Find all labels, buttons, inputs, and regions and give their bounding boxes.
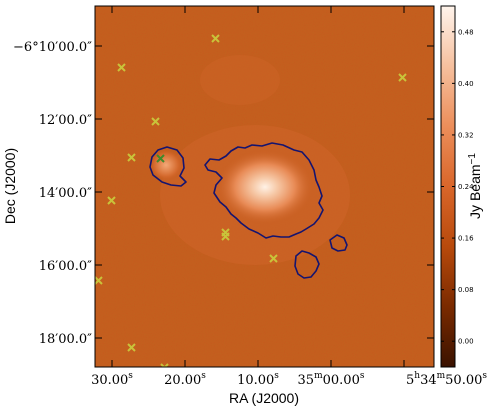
colorbar-tick-label: 0.08	[458, 286, 474, 294]
y-axis-title: Dec (J2000)	[2, 148, 18, 224]
marker-5	[127, 153, 136, 162]
y-tick-label-2: 12′00.0″	[39, 113, 92, 128]
x-ticks	[111, 6, 405, 367]
plot-frame	[94, 5, 435, 368]
marker-7	[107, 196, 116, 205]
y-tick-label-4: 16′00.0″	[39, 259, 92, 274]
colorbar-tick-label: 0.24	[458, 183, 474, 191]
colorbar-tick-label: 0.48	[458, 28, 474, 36]
x-tick-label-2: 20.00s	[164, 371, 206, 388]
colorbar-tick-label: 0.00	[458, 338, 474, 346]
marker-6	[156, 154, 165, 163]
colorbar-tick-label: 0.16	[458, 235, 474, 243]
diffuse-emission-2	[200, 55, 280, 105]
x-tick-label-4: 35m00.00s	[298, 371, 365, 388]
colorbar-title: Jy Beam−1	[467, 153, 483, 219]
colorbar-tick-label: 0.32	[458, 131, 474, 139]
marker-12	[127, 343, 136, 352]
marker-3	[398, 73, 407, 82]
contour-small-2	[329, 234, 348, 252]
marker-13	[160, 363, 169, 367]
y-tick-label-5: 18′00.0″	[39, 332, 92, 347]
y-ticks	[95, 45, 434, 339]
x-axis-title: RA (J2000)	[229, 390, 299, 406]
colorbar-ticks: 0.00 0.08 0.16 0.24 0.32 0.40 0.48	[441, 28, 474, 346]
contour-small-1	[294, 250, 320, 279]
marker-9	[221, 232, 230, 241]
y-tick-label-1: −6°10′00.0″	[13, 40, 92, 55]
marker-4	[151, 117, 160, 126]
marker-10	[269, 254, 278, 263]
marker-11	[95, 276, 103, 285]
plot-area	[95, 6, 434, 367]
y-tick-label-3: 14′00.0″	[39, 186, 92, 201]
secondary-source	[149, 149, 183, 181]
marker-1	[211, 34, 220, 43]
marker-2	[117, 63, 126, 72]
contour-secondary	[149, 146, 187, 187]
contour-main	[204, 142, 324, 239]
colorbar-tick-label: 0.40	[458, 80, 474, 88]
x-tick-label-1: 30.00s	[91, 371, 133, 388]
x-tick-label-3: 10.00s	[237, 371, 279, 388]
bright-core	[215, 149, 315, 225]
x-tick-label-5: 5h34m50.00s	[406, 371, 487, 388]
